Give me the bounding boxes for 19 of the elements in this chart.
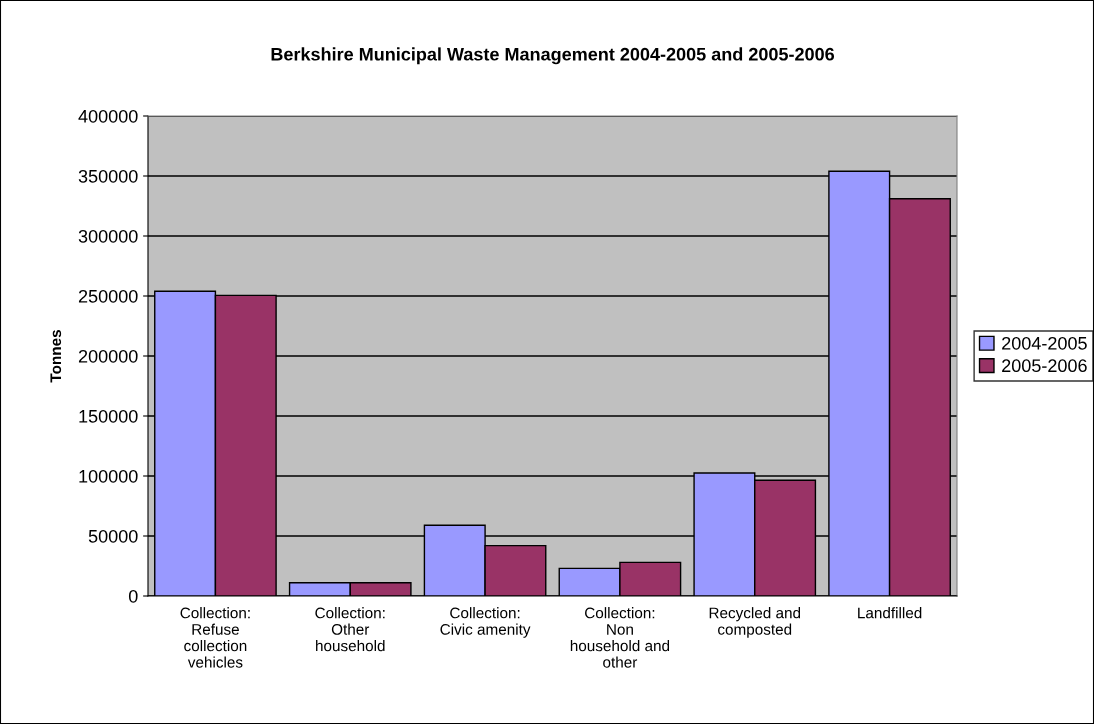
x-tick-label: Collection: Refuse collection vehicles [180,607,250,668]
y-tick-label: 50000 [88,529,138,543]
y-tick-label: 150000 [79,409,138,423]
x-tick-label: Collection: Other household [315,607,385,652]
y-tick-label: 250000 [78,289,138,303]
y-tick-label: 350000 [78,169,138,183]
legend-label: 2004-2005 [1002,336,1087,350]
y-tick-label: 200000 [78,349,138,363]
y-axis-title: Tonnes [50,330,62,383]
chart-title: Berkshire Municipal Waste Management 2004-2005 and 2005-2006 [271,47,835,65]
x-tick-label: Landfilled [858,607,922,619]
x-tick-label: Collection: Non household and other [570,607,670,668]
legend-label: 2005-2006 [1002,359,1087,373]
y-tick-label: 400000 [78,109,138,123]
x-tick-label: Recycled and composted [709,607,801,638]
y-tick-label: 300000 [78,229,138,243]
y-tick-label: 100000 [79,469,138,483]
x-tick-label: Collection: Civic amenity [440,607,531,638]
y-tick-label: 0 [128,589,138,603]
